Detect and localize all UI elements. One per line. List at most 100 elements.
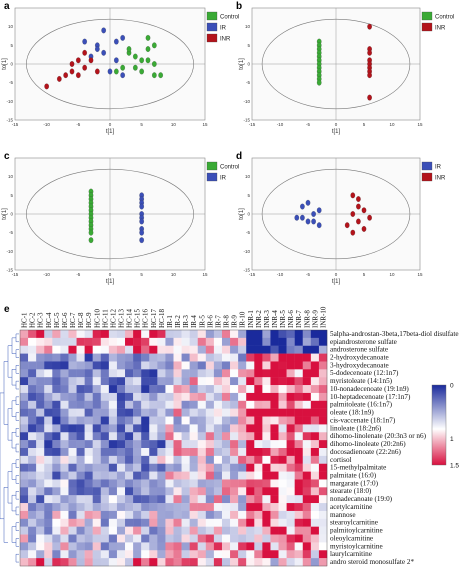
heatmap-cell [125, 455, 134, 464]
heatmap-cell [149, 455, 158, 464]
heatmap-cell [270, 455, 279, 464]
heatmap-cell [125, 424, 134, 433]
heatmap-cell [84, 369, 93, 378]
dendrogram-branch [15, 506, 19, 516]
heatmap-cell [302, 330, 312, 339]
heatmap-cell [310, 432, 320, 441]
heatmap-cell [262, 542, 271, 551]
heatmap-cell [76, 337, 85, 346]
heatmap-cell [157, 385, 166, 394]
heatmap-cell [286, 526, 295, 535]
heatmap-cell [189, 503, 198, 512]
column-label: IR-8 [223, 315, 231, 328]
heatmap-cell [205, 463, 215, 472]
heatmap-cell [92, 550, 101, 559]
heatmap-cell [108, 518, 118, 527]
heatmap-cell [20, 510, 29, 519]
heatmap-cell [205, 518, 215, 527]
heatmap-cell [221, 337, 231, 346]
heatmap-cell [108, 345, 118, 354]
heatmap-cell [246, 345, 255, 354]
heatmap-cell [125, 479, 134, 488]
heatmap-cell [108, 424, 118, 433]
heatmap-cell [286, 330, 295, 339]
heatmap-cell [116, 440, 126, 449]
heatmap-cell [76, 385, 85, 394]
data-point-ir [114, 38, 119, 45]
heatmap-cell [60, 369, 69, 378]
heatmap-cell [262, 440, 271, 449]
y-tick-label: -10 [6, 249, 13, 254]
heatmap-cell [76, 345, 85, 354]
heatmap-cell [133, 369, 142, 378]
heatmap-cell [262, 526, 271, 535]
heatmap-cell [294, 526, 303, 535]
heatmap-cell [189, 448, 198, 457]
heatmap-cell [221, 392, 231, 401]
heatmap-cell [310, 440, 320, 449]
heatmap-cell [100, 424, 110, 433]
heatmap-cell [149, 424, 158, 433]
heatmap-cell [310, 361, 320, 370]
y-tick-label: 5 [247, 43, 250, 48]
heatmap-cell [100, 337, 110, 346]
heatmap-cell [165, 542, 174, 551]
heatmap-cell [84, 487, 93, 496]
heatmap-cell [76, 424, 85, 433]
heatmap-cell [141, 550, 150, 559]
heatmap-cell [205, 542, 215, 551]
heatmap-cell [254, 558, 263, 567]
heatmap-colorbar: 011.5 [431, 383, 459, 470]
heatmap-cell [286, 550, 295, 559]
heatmap-cell [20, 463, 29, 472]
heatmap-cell [36, 440, 45, 449]
heatmap-cell [213, 424, 223, 433]
data-point-inr [344, 222, 350, 229]
heatmap-cell [302, 353, 312, 362]
heatmap-cell [157, 361, 166, 370]
heatmap-cell [254, 361, 263, 370]
data-point-inr [69, 61, 75, 67]
heatmap-cell [262, 503, 271, 512]
x-tick-label: 15 [202, 122, 208, 127]
heatmap-cell [173, 377, 182, 386]
dendrogram-branch [15, 553, 19, 563]
panel-letter: a [4, 1, 10, 12]
data-point-control [316, 79, 322, 86]
heatmap-cell [221, 534, 231, 543]
heatmap-cell [270, 345, 279, 354]
heatmap-cell [294, 542, 303, 551]
heatmap-cell [278, 510, 287, 519]
heatmap-cell [270, 448, 279, 457]
heatmap-cell [149, 534, 158, 543]
heatmap-cell [100, 503, 110, 512]
heatmap-cell [238, 424, 247, 433]
data-point-inr [88, 57, 94, 64]
heatmap-cell [149, 487, 158, 496]
heatmap-cell [44, 455, 53, 464]
data-point-inr [44, 83, 49, 90]
heatmap-cell [173, 542, 182, 551]
heatmap-cell [205, 385, 215, 394]
heatmap-cell [20, 558, 29, 567]
heatmap-cell [181, 487, 190, 496]
heatmap-cell [286, 495, 295, 504]
heatmap-cell [108, 495, 118, 504]
heatmap-cell [270, 558, 279, 567]
heatmap-cell [116, 345, 126, 354]
heatmap-cell [36, 534, 45, 543]
heatmap-cell [286, 503, 295, 512]
heatmap-cell [125, 440, 134, 449]
heatmap-cell [165, 471, 174, 480]
dendrogram-branch [7, 345, 12, 378]
heatmap-cell [278, 385, 287, 394]
heatmap-cell [20, 385, 29, 394]
heatmap-cell [181, 463, 190, 472]
x-tick-label: -5 [306, 122, 310, 127]
heatmap-cell [230, 416, 239, 425]
heatmap-cell [286, 408, 295, 417]
heatmap-cell [165, 424, 174, 433]
heatmap-cell [238, 455, 247, 464]
heatmap-cell [141, 479, 150, 488]
heatmap-cell [205, 526, 215, 535]
